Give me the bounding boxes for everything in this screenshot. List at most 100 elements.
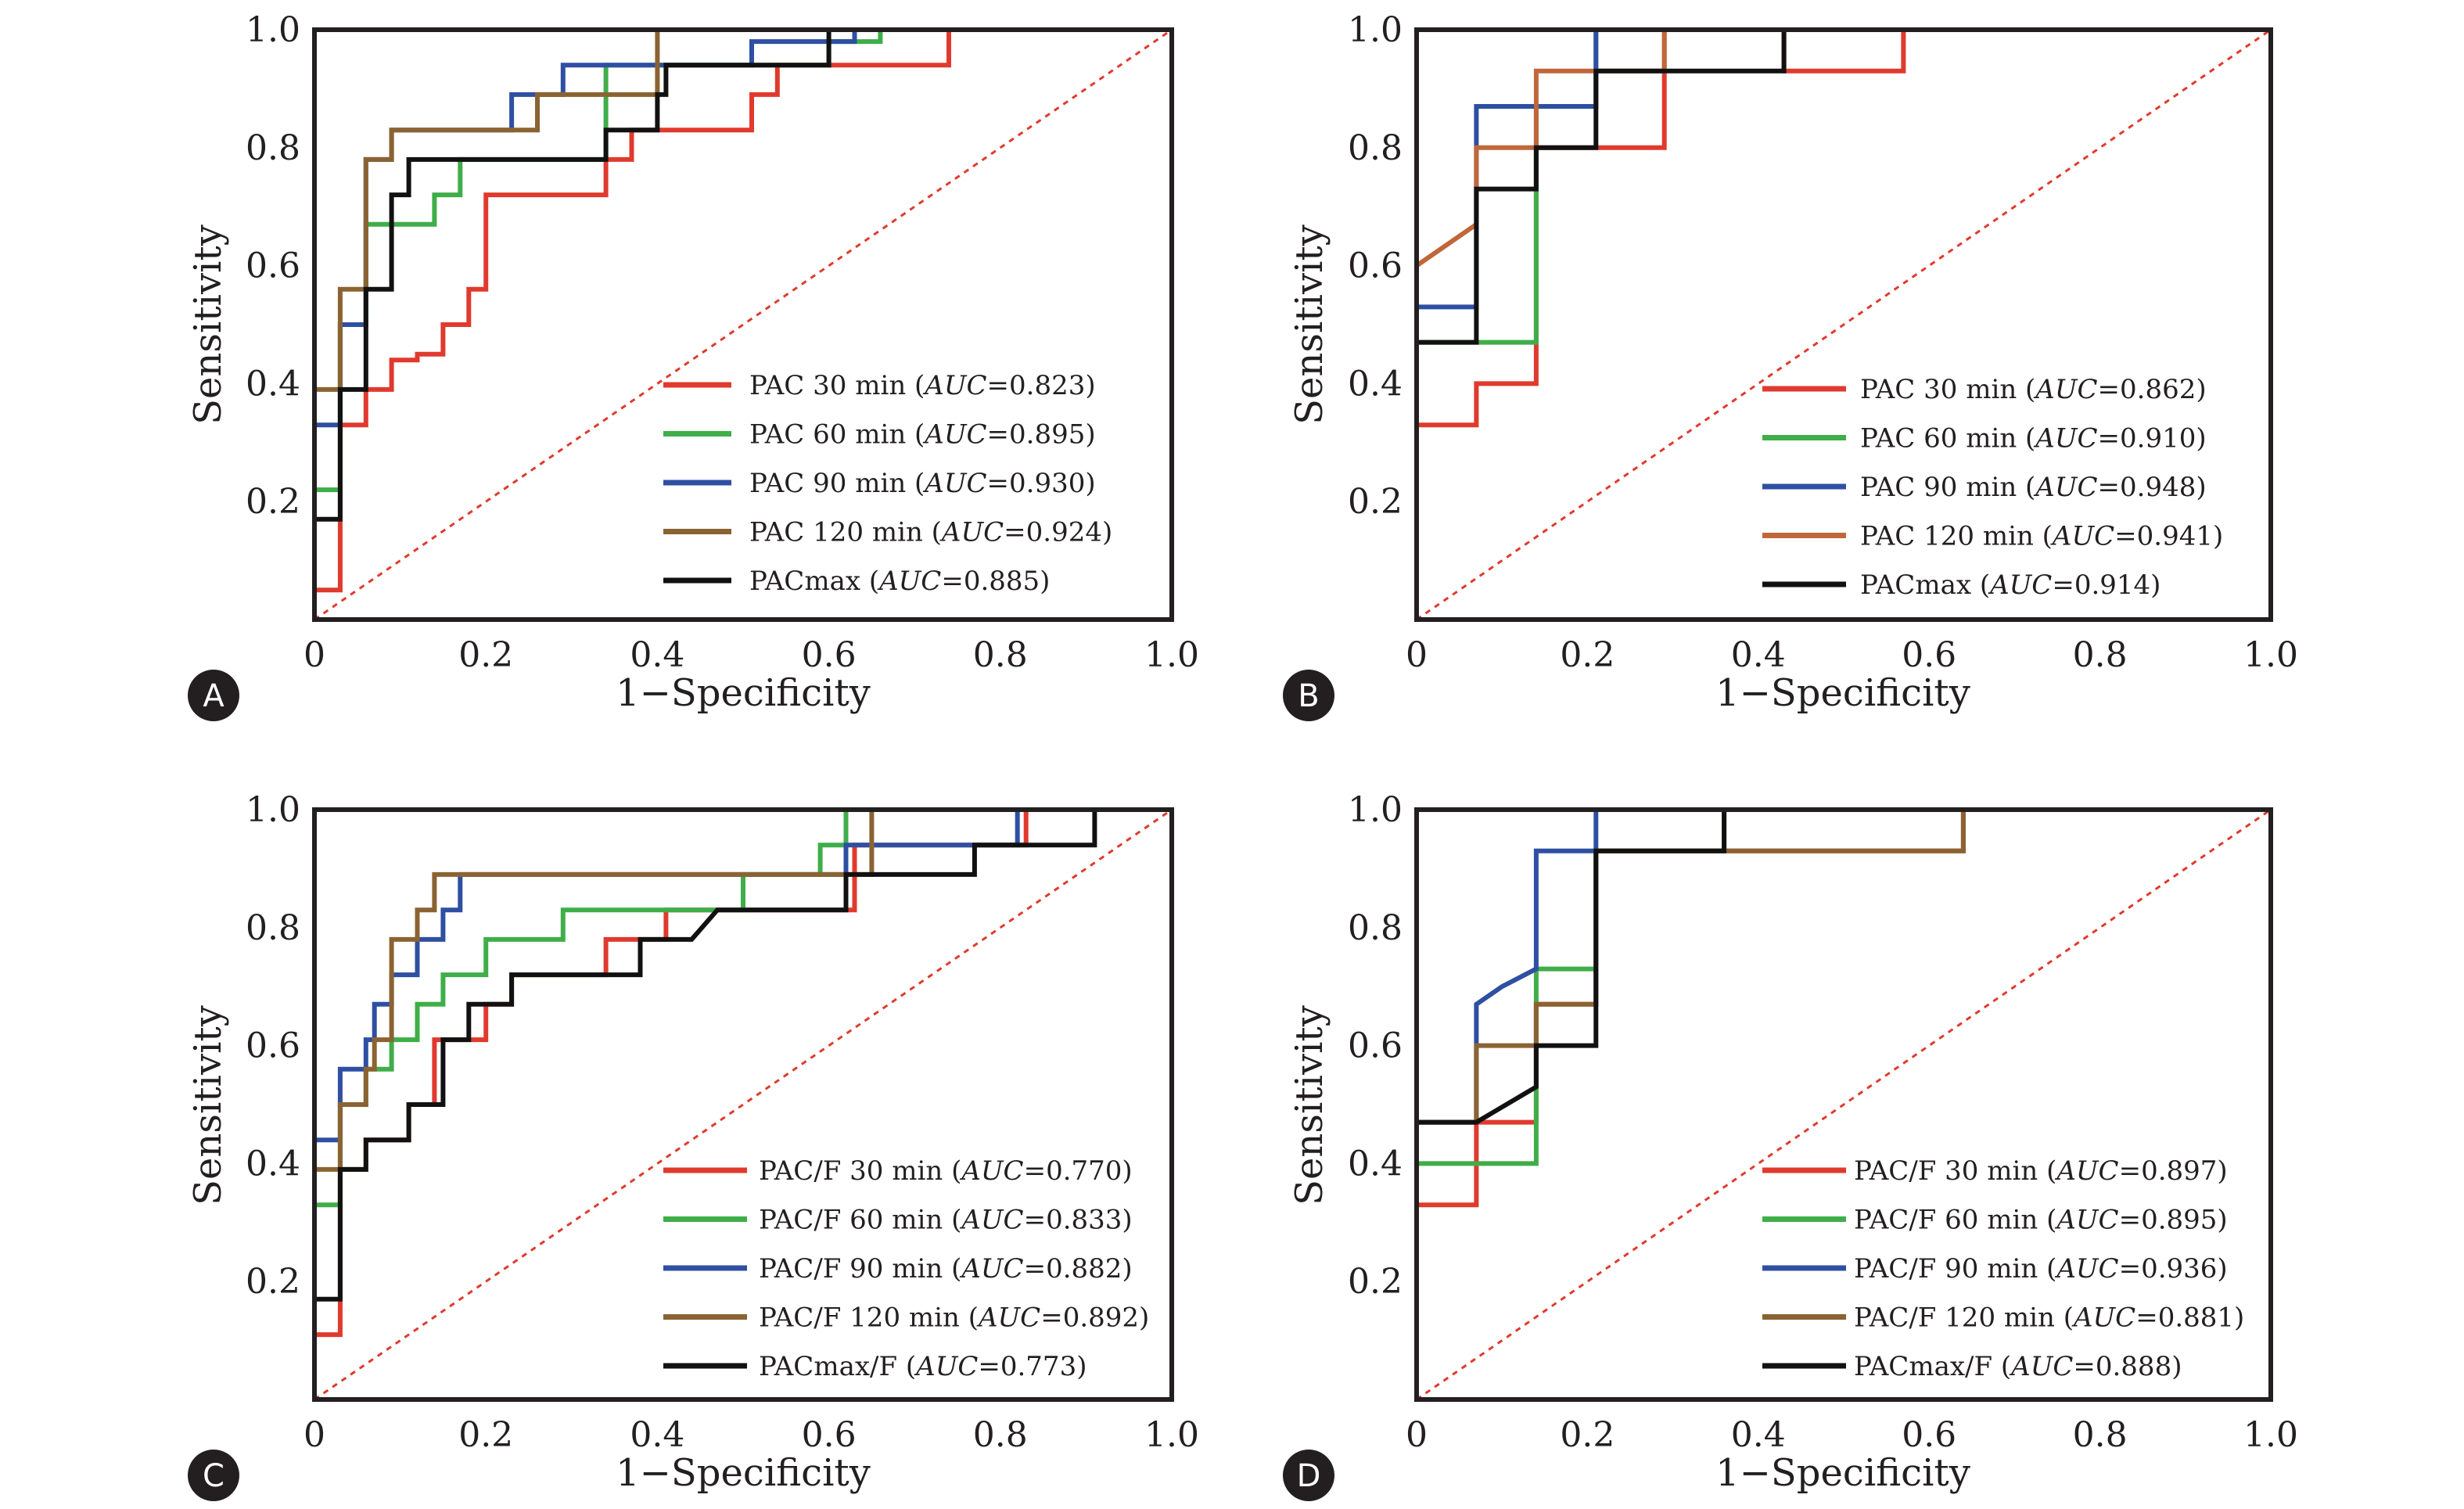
x-axis-title: 1−Specificity	[616, 1451, 871, 1495]
legend-entry-label: PAC/F 60 min (AUC=0.833)	[759, 1205, 1133, 1236]
x-tick-label: 0.6	[1902, 1415, 1956, 1455]
panel-badge	[188, 670, 239, 721]
y-tick-label: 0.4	[1348, 364, 1403, 404]
y-tick-label: 0.6	[246, 1026, 300, 1066]
roc-curve-pac-120-min	[1414, 27, 2271, 343]
y-tick-label: 1.0	[1348, 790, 1403, 830]
roc-curve-pacmax-f	[314, 807, 1172, 1302]
panel-badge	[1283, 670, 1334, 721]
roc-curve-pac-f-90-min	[312, 807, 1172, 1299]
legend: PAC/F 30 min (AUC=0.770) PAC/F 60 min (AU…	[663, 1155, 1149, 1382]
legend-entry-label: PAC/F 90 min (AUC=0.936)	[1854, 1253, 2228, 1284]
x-tick-label: 0.2	[458, 1415, 513, 1455]
legend-entry-label: PACmax (AUC=0.914)	[1860, 569, 2160, 601]
roc-curve-pac-f-30-min	[1417, 807, 2271, 1208]
legend-entry-label: PACmax/F (AUC=0.888)	[1854, 1351, 2182, 1382]
y-tick-label: 0.4	[246, 364, 300, 404]
y-tick-label: 0.6	[1348, 1026, 1403, 1066]
y-axis-title: Sensitivity	[186, 225, 230, 425]
x-tick-label: 0	[1406, 635, 1428, 675]
roc-curve-pacmax	[314, 27, 1172, 522]
x-tick-label: 0.2	[458, 635, 513, 675]
chance-diagonal-line	[314, 808, 1173, 1401]
y-tick-label: 0.8	[246, 908, 300, 948]
y-tick-label: 1.0	[246, 10, 300, 50]
legend-entry-label: PAC/F 60 min (AUC=0.895)	[1854, 1205, 2228, 1236]
legend-entry-label: PAC 90 min (AUC=0.948)	[1860, 472, 2207, 503]
panel-letter: C	[203, 1458, 224, 1494]
roc-curve-pac-f-90-min	[1417, 807, 2271, 1125]
roc-curve-pac-30-min	[312, 27, 1172, 620]
y-tick-label: 0.6	[246, 246, 300, 286]
roc-curve-pac-30-min	[1417, 27, 2271, 428]
x-axis-title: 1−Specificity	[616, 671, 871, 715]
x-tick-label: 0	[1406, 1415, 1428, 1455]
x-tick-label: 0.8	[973, 1415, 1028, 1455]
y-tick-label: 1.0	[246, 790, 300, 830]
x-tick-label: 0.2	[1560, 1415, 1615, 1455]
y-tick-label: 0.2	[246, 482, 300, 522]
legend-entry-label: PAC/F 120 min (AUC=0.892)	[759, 1302, 1149, 1334]
panel-letter: D	[1297, 1458, 1321, 1494]
panel-letter: B	[1298, 678, 1319, 714]
legend-entry-label: PAC 30 min (AUC=0.862)	[1860, 374, 2207, 405]
x-tick-label: 0.2	[1560, 635, 1615, 675]
legend-entry-label: PACmax (AUC=0.885)	[749, 566, 1050, 597]
x-tick-label: 0.6	[802, 635, 857, 675]
x-tick-label: 0.4	[1731, 635, 1786, 675]
chance-diagonal-line	[1416, 808, 2272, 1401]
legend-entry-label: PAC 120 min (AUC=0.924)	[749, 517, 1112, 548]
y-tick-label: 0.6	[1348, 246, 1403, 286]
x-tick-label: 0.6	[1902, 635, 1956, 675]
x-tick-label: 0	[304, 635, 325, 675]
x-tick-label: 0.8	[973, 635, 1028, 675]
y-tick-label: 0.8	[1348, 908, 1403, 948]
roc-curve-pacmax	[1417, 27, 2271, 345]
legend-entry-label: PAC 60 min (AUC=0.895)	[749, 419, 1096, 451]
legend-entry-label: PAC/F 120 min (AUC=0.881)	[1854, 1302, 2244, 1334]
x-tick-label: 0.4	[1731, 1415, 1786, 1455]
plot-frame	[312, 807, 1174, 1402]
y-axis-title: Sensitivity	[1288, 225, 1331, 425]
chance-diagonal-line	[314, 28, 1173, 621]
x-tick-label: 0	[304, 1415, 325, 1455]
legend-entry-label: PAC/F 30 min (AUC=0.770)	[759, 1155, 1133, 1187]
x-tick-label: 0.8	[2073, 635, 2128, 675]
x-tick-label: 1.0	[1144, 635, 1199, 675]
roc-panel-d: 0 0.2 0.4 0.6 0.8 1.0 0.2 0.4 0.6 0.8 1.0 1−Specifi…	[1283, 790, 2298, 1501]
legend-entry-label: PAC 30 min (AUC=0.823)	[749, 370, 1096, 401]
legend-entry-label: PACmax/F (AUC=0.773)	[759, 1351, 1087, 1382]
x-axis-title: 1−Specificity	[1715, 1451, 1970, 1495]
roc-curve-pac-f-60-min	[1417, 807, 2271, 1166]
legend: PAC 30 min (AUC=0.823) PAC 60 min (AUC=0.…	[663, 370, 1112, 597]
plot-frame	[1414, 27, 2273, 622]
y-tick-label: 0.8	[246, 128, 300, 168]
x-tick-label: 0.4	[630, 635, 684, 675]
x-tick-label: 1.0	[2243, 635, 2298, 675]
roc-panel-c: 0 0.2 0.4 0.6 0.8 1.0 0.2 0.4 0.6 0.8 1.0 1−Specifi…	[186, 790, 1199, 1501]
x-tick-label: 0.6	[802, 1415, 857, 1455]
plot-frame	[312, 27, 1174, 622]
roc-panel-a: 0 0.2 0.4 0.6 0.8 1.0 0.2 0.4 0.6 0.8 1.0 1−Specifi…	[186, 10, 1199, 721]
x-tick-label: 1.0	[1144, 1415, 1199, 1455]
y-tick-label: 0.4	[246, 1144, 300, 1184]
roc-curve-pac-60-min	[1417, 27, 2271, 345]
y-axis-title: Sensitivity	[1288, 1005, 1331, 1205]
legend: PAC 30 min (AUC=0.862) PAC 60 min (AUC=0.…	[1762, 374, 2223, 601]
legend-entry-label: PAC 120 min (AUC=0.941)	[1860, 521, 2223, 552]
y-tick-label: 0.4	[1348, 1144, 1403, 1184]
y-tick-label: 0.2	[246, 1262, 300, 1302]
legend-entry-label: PAC 90 min (AUC=0.930)	[749, 468, 1096, 499]
x-tick-label: 0.4	[630, 1415, 684, 1455]
legend-entry-label: PAC/F 90 min (AUC=0.882)	[759, 1253, 1133, 1284]
roc-panel-b: 0 0.2 0.4 0.6 0.8 1.0 0.2 0.4 0.6 0.8 1.0 1−Specifi…	[1283, 10, 2298, 721]
y-tick-label: 1.0	[1348, 10, 1403, 50]
roc-curve-pacmax-f	[1417, 807, 2271, 1125]
y-axis-title: Sensitivity	[186, 1005, 230, 1205]
panel-letter: A	[203, 678, 224, 714]
legend-entry-label: PAC 60 min (AUC=0.910)	[1860, 423, 2207, 454]
panel-badge	[1283, 1450, 1334, 1501]
legend-entry-label: PAC/F 30 min (AUC=0.897)	[1854, 1155, 2228, 1187]
x-axis-title: 1−Specificity	[1715, 671, 1970, 715]
